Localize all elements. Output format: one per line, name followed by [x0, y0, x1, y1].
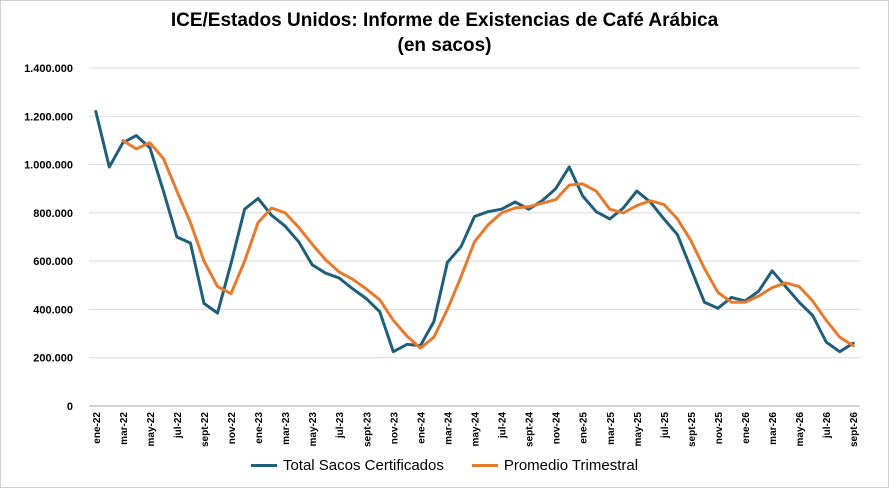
x-tick-label: jul-22	[173, 412, 184, 440]
x-tick-label: sept-26	[849, 412, 860, 447]
y-tick-label: 800.000	[33, 208, 73, 220]
x-tick-label: may-26	[795, 412, 806, 447]
x-tick-label: jul-25	[660, 412, 671, 440]
x-tick-label: jul-23	[335, 412, 346, 440]
grid-lines	[89, 67, 860, 359]
legend-label-series-1: Total Sacos Certificados	[282, 457, 444, 474]
x-tick-label: nov-23	[389, 412, 400, 445]
y-tick-label: 400.000	[33, 304, 73, 316]
legend-label-series-2: Promedio Trimestral	[503, 457, 639, 474]
x-tick-label: jul-24	[498, 412, 509, 440]
x-tick-label: sept-25	[687, 412, 698, 447]
x-tick-label: jul-26	[822, 412, 833, 440]
x-tick-label: ene-23	[254, 412, 265, 444]
x-tick-label: mar-26	[768, 412, 779, 445]
y-tick-label: 0	[67, 401, 73, 413]
legend-swatch-series-2	[471, 464, 498, 467]
x-tick-label: ene-22	[92, 412, 103, 444]
x-tick-label: mar-25	[606, 412, 617, 445]
x-tick-label: mar-24	[443, 412, 454, 445]
y-axis-tick-labels: 0 200.000 400.000 600.000 800.000 1.000.000 1.…	[24, 63, 73, 413]
x-tick-label: sept-22	[200, 412, 211, 447]
legend-swatch-series-1	[250, 464, 277, 467]
x-tick-label: ene-25	[579, 412, 590, 444]
x-tick-label: nov-24	[552, 412, 563, 445]
x-tick-label: nov-22	[227, 412, 238, 445]
x-tick-label: may-25	[633, 412, 644, 447]
series-line-2	[121, 138, 855, 350]
series-line-1	[94, 110, 855, 354]
y-tick-label: 600.000	[33, 256, 73, 268]
legend-item-series-1: Total Sacos Certificados	[250, 457, 444, 474]
chart-title: ICE/Estados Unidos: Informe de Existenci…	[170, 10, 719, 31]
y-tick-label: 1.200.000	[24, 111, 73, 123]
x-axis-tick-labels: ene-22 mar-22 may-22 jul-22 sept-22 nov-22 ene…	[92, 412, 860, 447]
x-tick-label: sept-24	[525, 412, 536, 447]
x-tick-label: ene-24	[416, 412, 427, 444]
legend: Total Sacos Certificados Promedio Trimes…	[0, 457, 889, 474]
series-lines	[94, 110, 855, 354]
x-tick-label: sept-23	[362, 412, 373, 447]
y-tick-label: 1.400.000	[24, 63, 73, 75]
y-tick-label: 1.000.000	[24, 160, 73, 172]
x-tick-label: may-24	[471, 412, 482, 447]
x-tick-label: mar-23	[281, 412, 292, 445]
x-tick-label: ene-26	[741, 412, 752, 444]
x-tick-label: nov-25	[714, 412, 725, 445]
y-tick-label: 200.000	[33, 353, 73, 365]
x-tick-label: may-22	[146, 412, 157, 447]
x-tick-label: may-23	[308, 412, 319, 447]
legend-item-series-2: Promedio Trimestral	[471, 457, 639, 474]
x-tick-label: mar-22	[119, 412, 130, 445]
chart-subtitle: (en sacos)	[397, 35, 492, 56]
